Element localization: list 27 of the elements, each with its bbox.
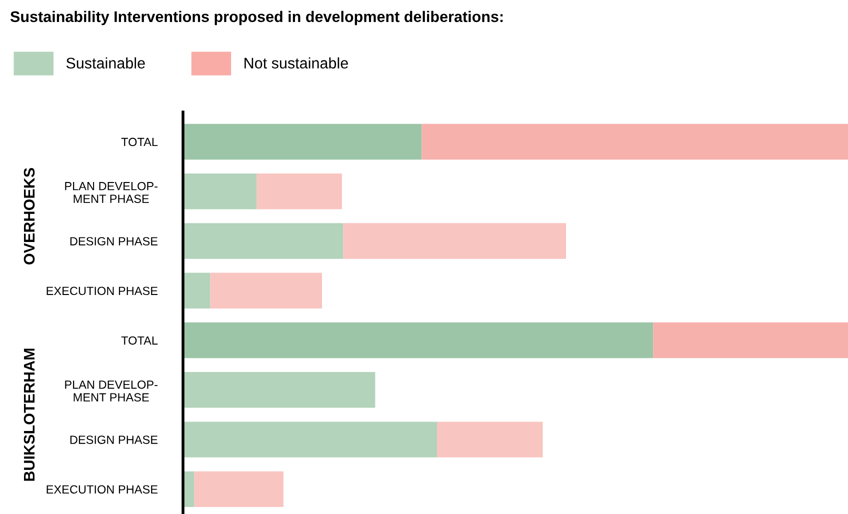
bar <box>437 422 543 458</box>
text: BUIKSLOTERHAM <box>24 348 35 481</box>
y-tick-label: TOTAL <box>121 336 158 345</box>
bar <box>210 272 322 309</box>
bar <box>183 372 376 408</box>
y-tick-label: DESIGN PHASE <box>70 436 158 444</box>
bar <box>183 223 344 259</box>
y-tick-label: DESIGN PHASE <box>70 237 158 246</box>
bar <box>183 272 210 309</box>
text: OVERHOEKS <box>24 168 35 264</box>
bar <box>183 124 422 160</box>
chart-title: Sustainability Interventions proposed in development deliberations: <box>10 10 503 26</box>
y-tick-label: PLAN DEVELOP- MENT PHASE <box>65 380 158 402</box>
y-tick-label: TOTAL <box>121 138 158 146</box>
bar <box>183 174 257 210</box>
bar <box>653 322 848 358</box>
bar <box>343 223 566 259</box>
bar <box>183 422 438 458</box>
y-tick-label: PLAN DEVELOP- MENT PHASE <box>65 182 158 204</box>
bar <box>183 322 654 358</box>
y-tick-label: EXECUTION PHASE <box>46 286 158 296</box>
legend-label: Not sustainable <box>244 57 348 69</box>
y-tick-label: EXECUTION PHASE <box>46 485 158 494</box>
legend-label: Sustainable <box>66 57 145 69</box>
bar <box>194 471 284 508</box>
bar <box>422 124 848 160</box>
bar <box>256 174 342 210</box>
